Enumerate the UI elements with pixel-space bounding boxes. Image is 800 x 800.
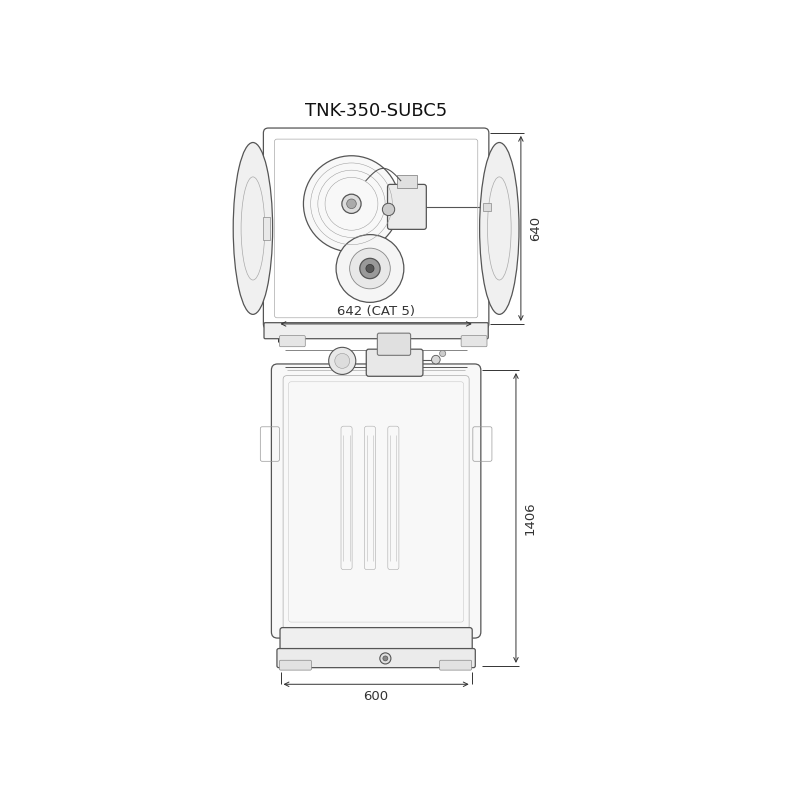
FancyBboxPatch shape	[439, 660, 472, 670]
Circle shape	[380, 653, 391, 664]
Circle shape	[342, 194, 361, 214]
Circle shape	[329, 347, 356, 374]
FancyBboxPatch shape	[366, 349, 423, 376]
Circle shape	[382, 203, 394, 215]
FancyBboxPatch shape	[378, 333, 410, 355]
Text: TNK-350-SUBC5: TNK-350-SUBC5	[305, 102, 447, 120]
Text: 640: 640	[529, 216, 542, 241]
Circle shape	[439, 350, 446, 357]
FancyBboxPatch shape	[263, 128, 489, 329]
Text: 600: 600	[363, 690, 389, 703]
Bar	[482, 202, 491, 211]
Circle shape	[383, 656, 388, 661]
Ellipse shape	[480, 142, 519, 314]
Text: 642 (CAT 5): 642 (CAT 5)	[337, 305, 415, 318]
Ellipse shape	[234, 142, 273, 314]
Circle shape	[366, 265, 374, 273]
Text: 1406: 1406	[524, 501, 537, 534]
FancyBboxPatch shape	[279, 660, 311, 670]
Circle shape	[431, 355, 440, 364]
FancyBboxPatch shape	[264, 322, 488, 338]
Circle shape	[360, 258, 380, 278]
FancyBboxPatch shape	[280, 628, 472, 656]
FancyBboxPatch shape	[277, 649, 475, 668]
Circle shape	[336, 234, 404, 302]
Circle shape	[350, 248, 390, 289]
FancyBboxPatch shape	[279, 336, 306, 346]
FancyBboxPatch shape	[271, 364, 481, 638]
Bar	[397, 174, 417, 188]
Circle shape	[303, 156, 399, 252]
Circle shape	[346, 199, 356, 209]
FancyBboxPatch shape	[461, 336, 487, 346]
FancyBboxPatch shape	[387, 184, 426, 230]
Circle shape	[334, 354, 350, 368]
Bar	[263, 218, 270, 239]
